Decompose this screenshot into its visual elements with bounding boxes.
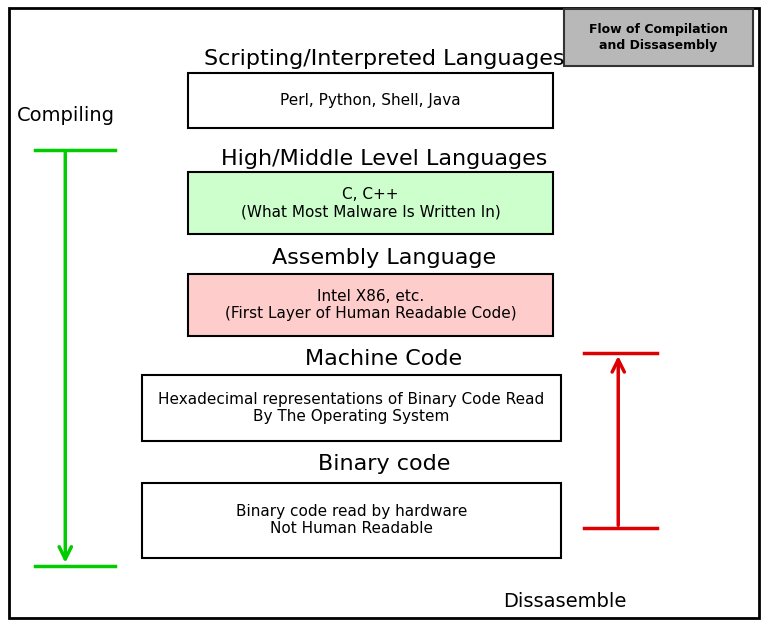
Bar [188,172,553,234]
Text: Hexadecimal representations of Binary Code Read
By The Operating System: Hexadecimal representations of Binary Co… [158,392,545,424]
Text: Binary code: Binary code [318,454,450,474]
Text: Assembly Language: Assembly Language [272,248,496,268]
Text: High/Middle Level Languages: High/Middle Level Languages [221,149,547,169]
Text: Compiling: Compiling [17,106,115,124]
Text: Dissasemble: Dissasemble [503,592,626,611]
Text: Flow of Compilation
and Dissasembly: Flow of Compilation and Dissasembly [589,24,728,51]
Text: Binary code read by hardware
Not Human Readable: Binary code read by hardware Not Human R… [236,504,467,536]
Bar [142,375,561,441]
Bar [188,73,553,128]
Bar [564,9,753,66]
Text: Perl, Python, Shell, Java: Perl, Python, Shell, Java [280,93,461,108]
Text: Scripting/Interpreted Languages: Scripting/Interpreted Languages [204,49,564,69]
Text: C, C++
(What Most Malware Is Written In): C, C++ (What Most Malware Is Written In) [240,187,501,219]
Bar [142,482,561,558]
Bar [188,274,553,336]
Text: Machine Code: Machine Code [306,349,462,369]
Text: Intel X86, etc.
(First Layer of Human Readable Code): Intel X86, etc. (First Layer of Human Re… [225,289,516,321]
